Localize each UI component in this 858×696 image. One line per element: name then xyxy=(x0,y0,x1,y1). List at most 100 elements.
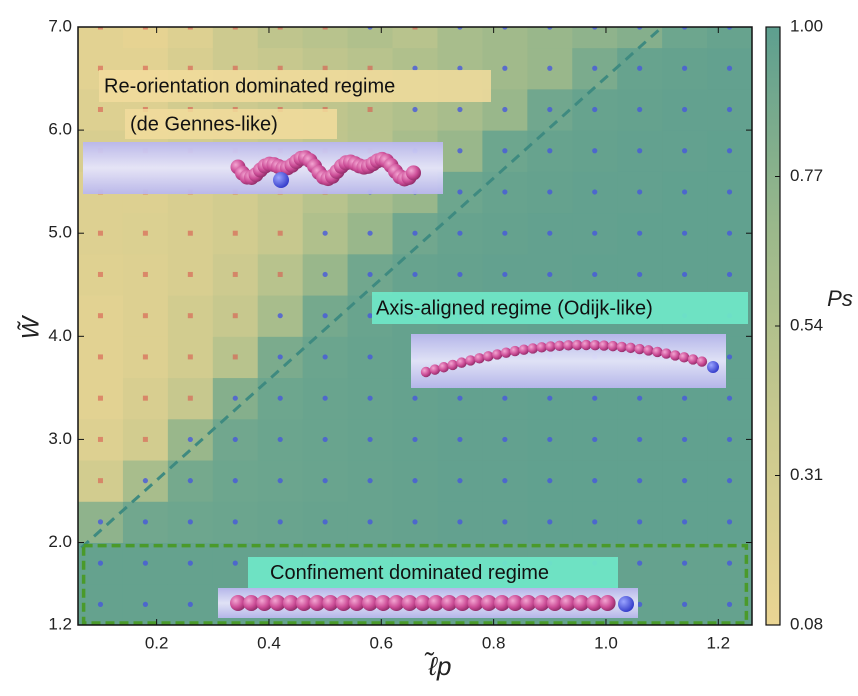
regime-marker xyxy=(277,519,283,525)
regime-marker xyxy=(97,27,103,30)
regime-marker xyxy=(187,601,193,607)
bead xyxy=(480,595,497,611)
bead xyxy=(545,341,556,352)
regime-marker xyxy=(367,106,373,112)
regime-marker xyxy=(97,230,103,236)
bead xyxy=(296,595,312,611)
x-tick-label: 0.8 xyxy=(482,633,506,652)
regime-marker xyxy=(547,230,553,236)
regime-marker xyxy=(592,436,598,443)
regime-marker xyxy=(547,519,553,525)
regime-marker xyxy=(97,560,104,566)
bead xyxy=(465,355,476,366)
x-tick-label: 0.2 xyxy=(145,633,169,652)
regime-marker xyxy=(726,106,733,113)
bead xyxy=(560,595,576,611)
bead xyxy=(616,341,627,353)
regime-marker xyxy=(322,230,328,236)
heat-cell xyxy=(392,27,438,49)
bead xyxy=(401,595,418,611)
regime-marker xyxy=(502,65,508,71)
regime-marker xyxy=(412,106,418,113)
colorbar-tick-label: 0.77 xyxy=(790,166,823,185)
regime-marker xyxy=(322,395,328,401)
bead xyxy=(492,349,503,360)
regime-marker xyxy=(726,271,733,278)
bead xyxy=(335,595,352,611)
regime-marker xyxy=(682,65,688,71)
regime-marker xyxy=(277,354,283,360)
regime-marker xyxy=(592,148,598,154)
regime-marker xyxy=(637,189,643,195)
y-tick-label: 2.0 xyxy=(48,532,72,551)
bead xyxy=(563,340,574,351)
regime-marker xyxy=(726,148,733,154)
bead xyxy=(520,595,537,611)
bead xyxy=(581,339,592,351)
regime-marker xyxy=(97,65,103,71)
regime-marker xyxy=(232,478,238,484)
regime-marker xyxy=(142,354,148,360)
regime-marker xyxy=(322,27,328,30)
regime-marker xyxy=(457,271,463,278)
regime-marker xyxy=(726,395,733,401)
regime-marker xyxy=(637,271,643,278)
bead xyxy=(420,366,432,378)
regime-marker xyxy=(187,519,193,525)
bead xyxy=(438,362,449,373)
heat-cell xyxy=(437,27,483,49)
regime-marker xyxy=(682,148,688,154)
regime-marker xyxy=(457,436,463,443)
regime-marker xyxy=(277,313,283,319)
y-tick-label: 4.0 xyxy=(48,326,72,345)
x-tick-label: 0.6 xyxy=(369,633,393,652)
regime-marker xyxy=(592,106,598,113)
regime-marker xyxy=(142,601,148,607)
bead xyxy=(598,340,610,351)
regime-marker xyxy=(726,519,733,525)
bead xyxy=(375,595,392,611)
bead xyxy=(652,346,663,358)
regime-marker xyxy=(547,271,553,278)
bead xyxy=(494,595,510,611)
heat-cell xyxy=(212,27,259,49)
heat-cell xyxy=(527,27,573,49)
regime-marker xyxy=(726,436,733,443)
bead xyxy=(687,354,699,365)
regime-marker xyxy=(97,354,103,360)
bead xyxy=(536,342,547,353)
regime-marker xyxy=(637,519,643,525)
regime-marker xyxy=(277,395,283,401)
regime-marker xyxy=(726,478,733,484)
regime-marker xyxy=(502,189,508,195)
regime-marker xyxy=(97,106,103,112)
regime-marker xyxy=(457,148,463,154)
regime-marker xyxy=(277,27,283,30)
annotation-box xyxy=(125,109,337,139)
bead xyxy=(322,595,339,611)
regime-marker xyxy=(637,560,643,566)
regime-marker xyxy=(592,478,598,484)
regime-marker xyxy=(412,478,418,484)
regime-marker xyxy=(187,395,193,401)
regime-marker xyxy=(592,519,598,525)
regime-marker xyxy=(367,519,373,525)
regime-marker xyxy=(187,27,193,30)
regime-marker xyxy=(726,189,733,195)
bead xyxy=(348,595,365,611)
colorbar-tick-label: 1.00 xyxy=(790,16,823,35)
regime-marker xyxy=(412,519,418,525)
bead xyxy=(572,339,583,351)
colorbar-tick-label: 0.08 xyxy=(790,614,823,633)
regime-marker xyxy=(637,106,643,113)
regime-marker xyxy=(682,271,688,278)
bead xyxy=(406,165,421,181)
bead xyxy=(243,595,260,611)
y-tick-label: 3.0 xyxy=(48,429,72,448)
x-axis-label: ℓ̃p xyxy=(424,651,451,681)
bead xyxy=(607,340,619,352)
regime-marker xyxy=(142,395,148,401)
bead xyxy=(625,342,636,354)
bead xyxy=(428,595,444,611)
bead xyxy=(388,595,405,611)
